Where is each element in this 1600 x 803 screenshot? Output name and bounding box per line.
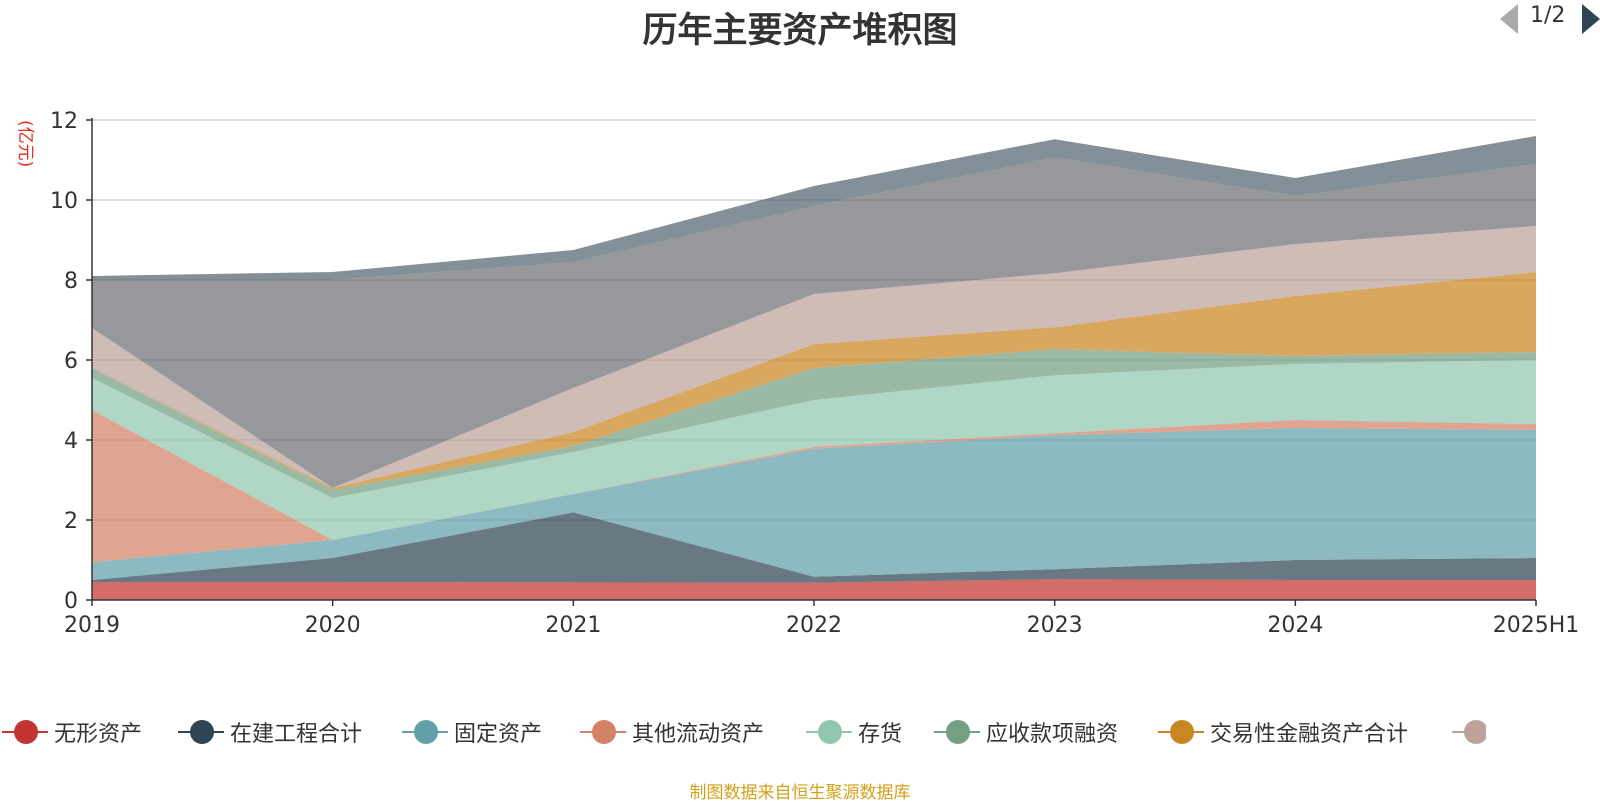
y-tick-label: 0 bbox=[64, 589, 78, 614]
y-tick-label: 10 bbox=[50, 189, 78, 214]
legend-item[interactable]: 其他流动资产 bbox=[580, 712, 764, 752]
area-series bbox=[92, 136, 1536, 600]
legend-marker-icon bbox=[934, 718, 980, 746]
y-tick-label: 12 bbox=[50, 109, 78, 134]
legend-next-page-icon[interactable] bbox=[1582, 4, 1600, 34]
legend-marker-icon bbox=[806, 718, 852, 746]
x-tick-label: 2021 bbox=[545, 613, 601, 638]
legend-marker-icon bbox=[1452, 718, 1486, 746]
legend-marker-icon bbox=[178, 718, 224, 746]
legend-label: 应收款项融资 bbox=[986, 722, 1119, 747]
legend: 无形资产 在建工程合计 固定资产 其他流动资产 存货 应收款项融资 交易性金融资产合计 bbox=[0, 712, 1600, 752]
legend-item[interactable] bbox=[1452, 712, 1486, 752]
legend-label: 其他流动资产 bbox=[632, 722, 765, 747]
y-tick-label: 6 bbox=[64, 349, 78, 374]
area-series-6[interactable] bbox=[92, 272, 1536, 490]
x-tick-label: 2023 bbox=[1027, 613, 1083, 638]
chart-title: 历年主要资产堆积图 bbox=[642, 11, 958, 51]
data-source-note: 制图数据来自恒生聚源数据库 bbox=[689, 783, 911, 803]
x-tick-label: 2019 bbox=[64, 613, 120, 638]
y-tick-label: 2 bbox=[64, 509, 78, 534]
area-series-8[interactable] bbox=[92, 157, 1536, 488]
legend-item[interactable]: 存货 bbox=[806, 712, 902, 752]
legend-marker-icon bbox=[1158, 718, 1204, 746]
x-tick-label: 2022 bbox=[786, 613, 842, 638]
legend-label: 在建工程合计 bbox=[230, 722, 363, 747]
legend-label: 固定资产 bbox=[454, 722, 543, 747]
legend-page-indicator: 1/2 bbox=[1530, 3, 1566, 28]
area-series-9[interactable] bbox=[92, 136, 1536, 280]
y-tick-labels: 0 2 4 6 8 10 12 bbox=[50, 109, 78, 614]
area-series-4[interactable] bbox=[92, 360, 1536, 540]
legend-item[interactable]: 固定资产 bbox=[402, 712, 542, 752]
legend-item[interactable]: 无形资产 bbox=[2, 712, 142, 752]
y-tick-label: 4 bbox=[64, 429, 78, 454]
area-series-7[interactable] bbox=[92, 226, 1536, 488]
legend-marker-icon bbox=[2, 718, 48, 746]
legend-label: 交易性金融资产合计 bbox=[1210, 722, 1409, 747]
y-tick-label: 8 bbox=[64, 269, 78, 294]
legend-marker-icon bbox=[580, 718, 626, 746]
legend-item[interactable]: 交易性金融资产合计 bbox=[1158, 712, 1408, 752]
x-tick-labels: 2019 2020 2021 2022 2023 2024 2025H1 bbox=[64, 613, 1579, 638]
legend-label: 存货 bbox=[858, 722, 903, 747]
area-series-0[interactable] bbox=[92, 579, 1536, 600]
area-series-2[interactable] bbox=[92, 428, 1536, 580]
legend-marker-icon bbox=[402, 718, 448, 746]
legend-prev-page-icon[interactable] bbox=[1500, 4, 1518, 34]
area-series-5[interactable] bbox=[92, 349, 1536, 498]
area-series-1[interactable] bbox=[92, 512, 1536, 583]
axes bbox=[86, 118, 1537, 606]
area-series-3[interactable] bbox=[92, 410, 1536, 562]
legend-label: 无形资产 bbox=[54, 722, 143, 747]
x-tick-label: 2020 bbox=[305, 613, 361, 638]
legend-item[interactable]: 在建工程合计 bbox=[178, 712, 362, 752]
legend-item[interactable]: 应收款项融资 bbox=[934, 712, 1118, 752]
x-tick-label: 2025H1 bbox=[1493, 613, 1580, 638]
x-tick-label: 2024 bbox=[1267, 613, 1323, 638]
stacked-area-chart: 0 2 4 6 8 10 12 2019 2020 2021 2022 2023 2024 2025H1 bbox=[50, 109, 1579, 638]
